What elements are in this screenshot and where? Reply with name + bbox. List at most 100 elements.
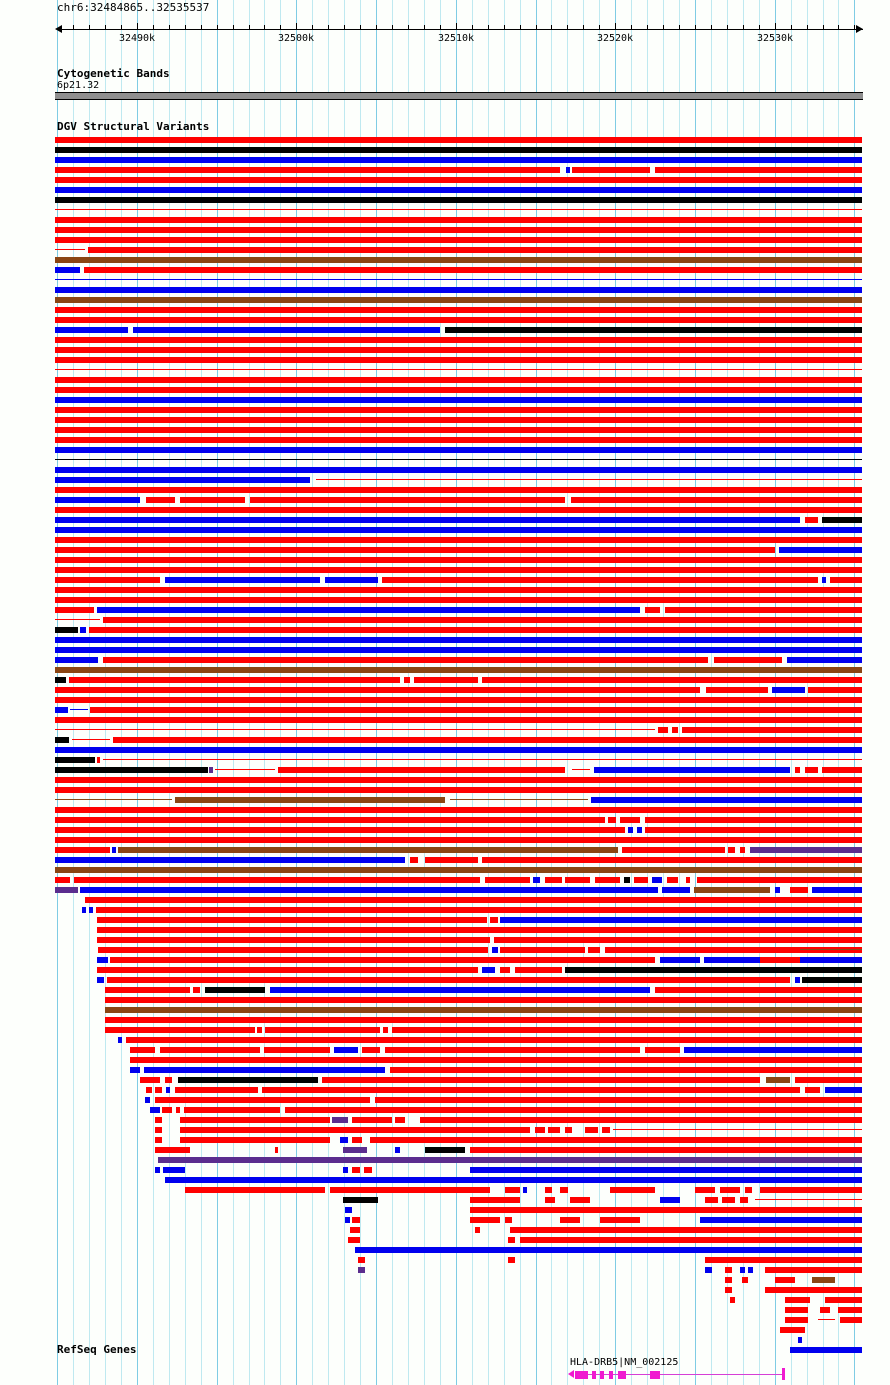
variant-segment[interactable] (505, 1217, 512, 1223)
variant-row[interactable] (0, 0, 890, 443)
variant-segment[interactable] (105, 1017, 862, 1023)
variant-segment[interactable] (720, 1187, 740, 1193)
variant-row[interactable] (0, 0, 890, 833)
variant-segment[interactable] (383, 1027, 388, 1033)
variant-segment[interactable] (470, 1167, 862, 1173)
variant-segment[interactable] (343, 1167, 348, 1173)
variant-segment[interactable] (572, 167, 650, 173)
variant-row[interactable] (0, 0, 890, 723)
variant-row[interactable] (0, 0, 890, 223)
variant-row[interactable] (0, 0, 890, 493)
variant-segment[interactable] (140, 1077, 160, 1083)
variant-segment[interactable] (105, 997, 862, 1003)
variant-segment[interactable] (492, 947, 498, 953)
variant-segment[interactable] (103, 657, 708, 663)
variant-segment[interactable] (608, 817, 616, 823)
variant-row[interactable] (0, 0, 890, 873)
variant-row[interactable] (0, 0, 890, 273)
variant-segment[interactable] (645, 1047, 680, 1053)
variant-row[interactable] (0, 0, 890, 953)
variant-segment[interactable] (684, 1047, 862, 1053)
variant-segment[interactable] (55, 687, 700, 693)
variant-row[interactable] (0, 0, 890, 293)
variant-segment[interactable] (343, 1197, 378, 1203)
variant-row[interactable] (0, 0, 890, 1013)
variant-row[interactable] (0, 0, 890, 1203)
variant-segment[interactable] (475, 1227, 480, 1233)
variant-segment[interactable] (779, 547, 862, 553)
variant-row[interactable] (0, 0, 890, 210)
variant-segment[interactable] (55, 369, 862, 370)
variant-segment[interactable] (571, 497, 862, 503)
variant-segment[interactable] (500, 917, 862, 923)
variant-row[interactable] (0, 0, 890, 903)
variant-segment[interactable] (808, 687, 862, 693)
variant-segment[interactable] (358, 1267, 365, 1273)
variant-segment[interactable] (787, 657, 862, 663)
variant-row[interactable] (0, 0, 890, 593)
variant-segment[interactable] (55, 477, 310, 483)
variant-row[interactable] (0, 0, 890, 943)
variant-segment[interactable] (55, 567, 862, 573)
variant-row[interactable] (0, 0, 890, 993)
variant-segment[interactable] (175, 797, 445, 803)
variant-segment[interactable] (82, 907, 86, 913)
variant-segment[interactable] (55, 787, 862, 793)
variant-segment[interactable] (725, 1267, 732, 1273)
variant-segment[interactable] (55, 497, 140, 503)
variant-segment[interactable] (565, 967, 862, 973)
variant-segment[interactable] (420, 1117, 862, 1123)
variant-row[interactable] (0, 0, 890, 1103)
variant-segment[interactable] (805, 517, 818, 523)
variant-segment[interactable] (755, 1199, 862, 1200)
variant-row[interactable] (0, 0, 890, 783)
variant-segment[interactable] (785, 1297, 810, 1303)
variant-row[interactable] (0, 0, 890, 1113)
variant-segment[interactable] (772, 687, 805, 693)
variant-segment[interactable] (55, 597, 862, 603)
variant-segment[interactable] (270, 987, 650, 993)
variant-segment[interactable] (795, 767, 800, 773)
variant-segment[interactable] (482, 857, 862, 863)
variant-segment[interactable] (55, 467, 862, 473)
variant-segment[interactable] (805, 767, 818, 773)
variant-segment[interactable] (533, 877, 540, 883)
variant-segment[interactable] (705, 1257, 862, 1263)
variant-segment[interactable] (180, 497, 245, 503)
variant-segment[interactable] (55, 427, 862, 433)
variant-segment[interactable] (162, 1107, 172, 1113)
variant-segment[interactable] (278, 767, 565, 773)
variant-segment[interactable] (98, 947, 488, 953)
variant-segment[interactable] (760, 957, 800, 963)
variant-segment[interactable] (88, 247, 862, 253)
variant-segment[interactable] (180, 1117, 330, 1123)
variant-segment[interactable] (185, 1187, 325, 1193)
variant-segment[interactable] (257, 1027, 262, 1033)
variant-segment[interactable] (55, 459, 862, 460)
variant-segment[interactable] (700, 1217, 862, 1223)
variant-segment[interactable] (215, 769, 275, 770)
variant-segment[interactable] (55, 347, 862, 353)
variant-segment[interactable] (155, 1167, 160, 1173)
variant-segment[interactable] (720, 1207, 730, 1213)
variant-row[interactable] (0, 0, 890, 663)
variant-row[interactable] (0, 0, 890, 1053)
variant-segment[interactable] (126, 1037, 862, 1043)
variant-segment[interactable] (665, 607, 862, 613)
variant-segment[interactable] (500, 967, 510, 973)
variant-row[interactable] (0, 0, 890, 1293)
variant-row[interactable] (0, 0, 890, 653)
variant-segment[interactable] (55, 807, 862, 813)
variant-row[interactable] (0, 0, 890, 393)
variant-segment[interactable] (742, 1277, 748, 1283)
variant-segment[interactable] (55, 557, 862, 563)
variant-segment[interactable] (535, 1127, 545, 1133)
variant-segment[interactable] (588, 947, 600, 953)
variant-segment[interactable] (637, 827, 642, 833)
variant-row[interactable] (0, 0, 890, 370)
variant-segment[interactable] (55, 237, 862, 243)
variant-segment[interactable] (652, 877, 662, 883)
variant-segment[interactable] (358, 1257, 365, 1263)
